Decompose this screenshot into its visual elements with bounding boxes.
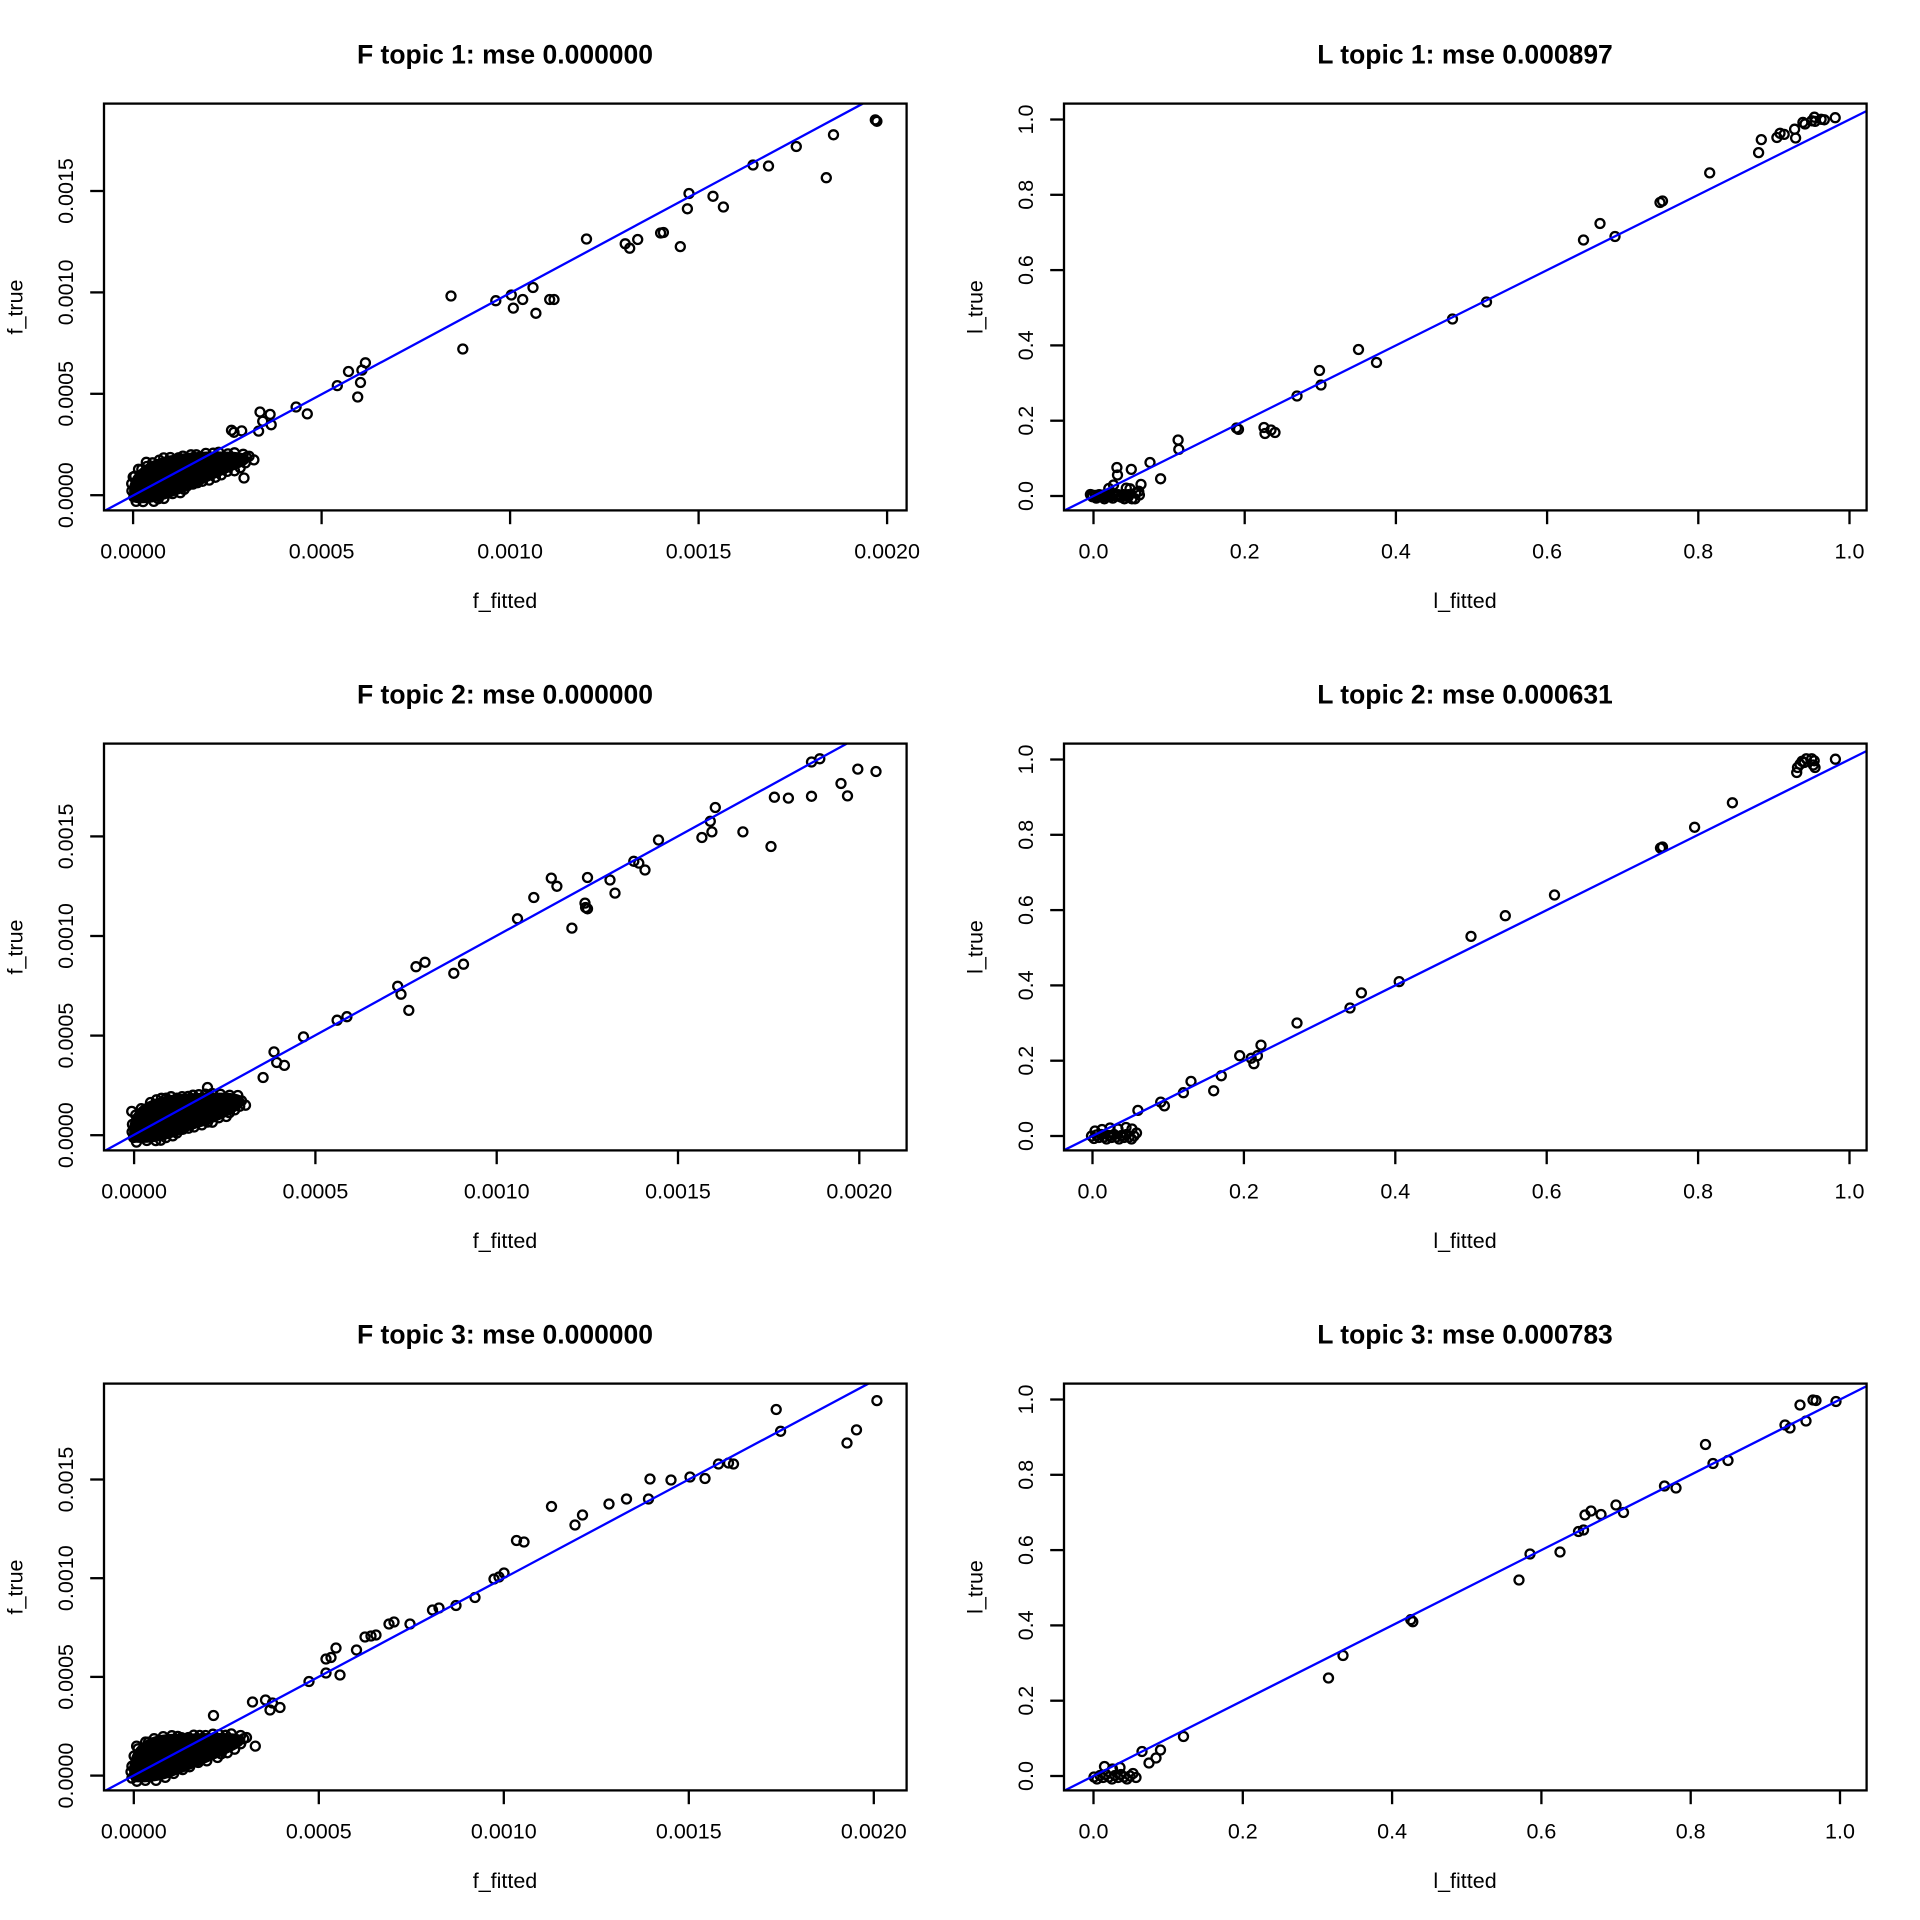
svg-text:0.0: 0.0 bbox=[1078, 1180, 1108, 1204]
svg-text:f_true: f_true bbox=[4, 280, 28, 335]
svg-text:0.8: 0.8 bbox=[1014, 1460, 1038, 1490]
svg-text:f_true: f_true bbox=[4, 920, 28, 975]
svg-text:f_fitted: f_fitted bbox=[473, 1229, 538, 1253]
svg-text:0.0005: 0.0005 bbox=[283, 1180, 349, 1204]
svg-text:0.4: 0.4 bbox=[1014, 970, 1038, 1000]
svg-text:0.0: 0.0 bbox=[1079, 1820, 1109, 1844]
svg-text:0.8: 0.8 bbox=[1676, 1820, 1706, 1844]
svg-text:l_true: l_true bbox=[964, 1560, 988, 1614]
svg-text:f_true: f_true bbox=[4, 1560, 28, 1615]
svg-text:1.0: 1.0 bbox=[1825, 1820, 1855, 1844]
svg-text:0.0005: 0.0005 bbox=[286, 1820, 352, 1844]
svg-text:0.0: 0.0 bbox=[1014, 481, 1038, 511]
svg-text:0.2: 0.2 bbox=[1230, 540, 1260, 564]
svg-text:0.0020: 0.0020 bbox=[854, 540, 920, 564]
svg-text:1.0: 1.0 bbox=[1014, 1385, 1038, 1415]
svg-text:0.0020: 0.0020 bbox=[841, 1820, 907, 1844]
svg-text:0.0015: 0.0015 bbox=[54, 803, 78, 869]
svg-text:0.0000: 0.0000 bbox=[54, 1743, 78, 1809]
svg-text:0.0000: 0.0000 bbox=[101, 1180, 167, 1204]
svg-text:0.0020: 0.0020 bbox=[826, 1180, 892, 1204]
svg-text:0.0005: 0.0005 bbox=[289, 540, 355, 564]
svg-text:0.0015: 0.0015 bbox=[54, 1447, 78, 1513]
svg-text:0.0005: 0.0005 bbox=[54, 361, 78, 427]
svg-text:0.2: 0.2 bbox=[1228, 1820, 1258, 1844]
svg-text:0.2: 0.2 bbox=[1014, 1046, 1038, 1076]
svg-text:0.4: 0.4 bbox=[1014, 330, 1038, 360]
svg-text:0.8: 0.8 bbox=[1014, 820, 1038, 850]
svg-text:1.0: 1.0 bbox=[1014, 105, 1038, 135]
svg-text:0.6: 0.6 bbox=[1526, 1820, 1556, 1844]
svg-text:0.0000: 0.0000 bbox=[54, 462, 78, 528]
svg-text:0.0010: 0.0010 bbox=[464, 1180, 530, 1204]
svg-text:0.0015: 0.0015 bbox=[54, 158, 78, 224]
svg-text:f_fitted: f_fitted bbox=[473, 589, 538, 613]
svg-text:L topic 3: mse 0.000783: L topic 3: mse 0.000783 bbox=[1317, 1320, 1613, 1350]
svg-text:l_fitted: l_fitted bbox=[1433, 589, 1496, 613]
svg-text:1.0: 1.0 bbox=[1835, 1180, 1865, 1204]
svg-text:0.0010: 0.0010 bbox=[54, 1545, 78, 1611]
svg-text:0.0005: 0.0005 bbox=[54, 1003, 78, 1069]
svg-text:0.0010: 0.0010 bbox=[477, 540, 543, 564]
svg-text:0.6: 0.6 bbox=[1532, 540, 1562, 564]
svg-text:F topic 1: mse 0.000000: F topic 1: mse 0.000000 bbox=[357, 40, 653, 70]
svg-text:0.6: 0.6 bbox=[1014, 1535, 1038, 1565]
svg-text:0.0010: 0.0010 bbox=[54, 903, 78, 969]
svg-text:0.6: 0.6 bbox=[1014, 895, 1038, 925]
svg-text:0.0000: 0.0000 bbox=[101, 1820, 167, 1844]
svg-text:0.0015: 0.0015 bbox=[645, 1180, 711, 1204]
svg-text:0.2: 0.2 bbox=[1229, 1180, 1259, 1204]
svg-text:L topic 1: mse 0.000897: L topic 1: mse 0.000897 bbox=[1317, 40, 1613, 70]
svg-text:0.0010: 0.0010 bbox=[54, 259, 78, 325]
svg-text:0.4: 0.4 bbox=[1377, 1820, 1407, 1844]
svg-text:l_fitted: l_fitted bbox=[1433, 1869, 1496, 1893]
svg-text:0.0005: 0.0005 bbox=[54, 1644, 78, 1710]
svg-text:0.0000: 0.0000 bbox=[100, 540, 166, 564]
svg-text:0.0015: 0.0015 bbox=[656, 1820, 722, 1844]
svg-text:0.4: 0.4 bbox=[1014, 1610, 1038, 1640]
svg-text:F topic 3: mse 0.000000: F topic 3: mse 0.000000 bbox=[357, 1320, 653, 1350]
svg-text:0.8: 0.8 bbox=[1014, 180, 1038, 210]
svg-text:0.8: 0.8 bbox=[1683, 540, 1713, 564]
svg-text:0.0015: 0.0015 bbox=[666, 540, 732, 564]
svg-text:0.4: 0.4 bbox=[1381, 540, 1411, 564]
svg-text:0.4: 0.4 bbox=[1380, 1180, 1410, 1204]
svg-text:f_fitted: f_fitted bbox=[473, 1869, 538, 1893]
svg-text:0.2: 0.2 bbox=[1014, 406, 1038, 436]
svg-text:1.0: 1.0 bbox=[1014, 745, 1038, 775]
svg-text:0.0: 0.0 bbox=[1079, 540, 1109, 564]
svg-text:l_fitted: l_fitted bbox=[1433, 1229, 1496, 1253]
svg-text:l_true: l_true bbox=[964, 280, 988, 334]
svg-text:1.0: 1.0 bbox=[1835, 540, 1865, 564]
svg-text:0.0010: 0.0010 bbox=[471, 1820, 537, 1844]
svg-text:0.6: 0.6 bbox=[1532, 1180, 1562, 1204]
svg-text:0.0: 0.0 bbox=[1014, 1761, 1038, 1791]
svg-text:l_true: l_true bbox=[964, 920, 988, 974]
svg-text:0.0: 0.0 bbox=[1014, 1121, 1038, 1151]
svg-text:0.8: 0.8 bbox=[1683, 1180, 1713, 1204]
svg-text:F topic 2: mse 0.000000: F topic 2: mse 0.000000 bbox=[357, 680, 653, 710]
svg-text:0.6: 0.6 bbox=[1014, 255, 1038, 285]
svg-text:L topic 2: mse 0.000631: L topic 2: mse 0.000631 bbox=[1317, 680, 1613, 710]
svg-text:0.2: 0.2 bbox=[1014, 1686, 1038, 1716]
svg-text:0.0000: 0.0000 bbox=[54, 1102, 78, 1168]
